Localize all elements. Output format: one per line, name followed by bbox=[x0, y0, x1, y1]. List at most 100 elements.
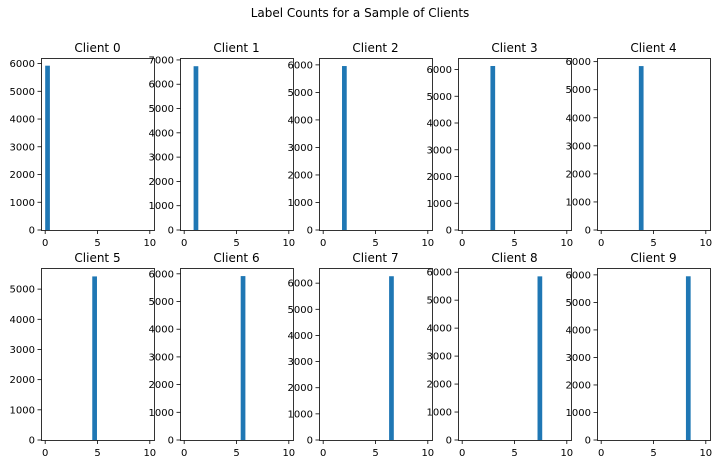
y-tick-label: 6000 bbox=[427, 268, 452, 279]
y-tick-label: 6000 bbox=[566, 57, 591, 68]
y-tick-label: 4000 bbox=[566, 325, 591, 336]
y-tick-label: 2000 bbox=[288, 170, 313, 181]
y-tick-label: 5000 bbox=[149, 297, 174, 308]
bar bbox=[45, 65, 50, 231]
y-tick-label: 7000 bbox=[149, 55, 174, 66]
subplot-client-1: Client 1 0 1000 2000 3000 4000 5000 6000 7000 0 5 1… bbox=[149, 41, 296, 249]
y-tick-label: 1000 bbox=[10, 198, 35, 209]
y-tick-label: 2000 bbox=[566, 169, 591, 180]
y-tick-label: 4000 bbox=[149, 325, 174, 336]
axes-frame bbox=[319, 268, 433, 441]
subplot-title: Client 5 bbox=[74, 251, 120, 265]
x-tick-label: 5 bbox=[511, 448, 517, 459]
axes-frame bbox=[597, 268, 711, 441]
x-tick-label: 10 bbox=[560, 448, 573, 459]
y-tick-label: 6000 bbox=[149, 80, 174, 91]
y-tick-label: 4000 bbox=[566, 113, 591, 124]
y-tick-label: 4000 bbox=[288, 115, 313, 126]
y-tick-label: 3000 bbox=[149, 153, 174, 164]
x-tick-label: 10 bbox=[699, 238, 712, 249]
y-tick-label: 0 bbox=[585, 226, 591, 237]
y-tick-label: 5000 bbox=[427, 296, 452, 307]
x-tick-label: 0 bbox=[42, 238, 48, 249]
y-tick-label: 1000 bbox=[427, 199, 452, 210]
x-tick-label: 0 bbox=[459, 238, 465, 249]
subplot-title: Client 3 bbox=[491, 41, 537, 55]
y-tick-label: 4000 bbox=[288, 331, 313, 342]
y-tick-label: 6000 bbox=[427, 65, 452, 76]
axes-frame bbox=[180, 58, 294, 231]
y-tick-label: 3000 bbox=[427, 145, 452, 156]
x-tick-label: 0 bbox=[598, 238, 604, 249]
axes-frame bbox=[458, 268, 572, 441]
y-tick-label: 4000 bbox=[149, 128, 174, 139]
x-tick-label: 5 bbox=[650, 238, 656, 249]
y-tick-label: 5000 bbox=[149, 104, 174, 115]
subplot-client-5: Client 5 0 1000 2000 3000 4000 5000 0 5 10 bbox=[10, 251, 157, 459]
y-tick-label: 2000 bbox=[149, 380, 174, 391]
y-tick-label: 0 bbox=[168, 226, 174, 237]
y-tick-label: 1000 bbox=[10, 405, 35, 416]
y-tick-label: 5000 bbox=[10, 87, 35, 98]
y-tick-label: 3000 bbox=[566, 141, 591, 152]
y-tick-label: 0 bbox=[29, 226, 35, 237]
y-tick-label: 3000 bbox=[288, 143, 313, 154]
y-tick-label: 0 bbox=[446, 226, 452, 237]
x-tick-label: 0 bbox=[320, 448, 326, 459]
axes-frame bbox=[458, 58, 572, 231]
subplot-client-2: Client 2 0 1000 2000 3000 4000 5000 6000 0 5 10 bbox=[288, 41, 435, 249]
bar bbox=[638, 66, 644, 231]
subplot-client-7: Client 7 0 1000 2000 3000 4000 5000 6000 0 5 10 bbox=[288, 251, 435, 459]
y-tick-label: 5000 bbox=[288, 88, 313, 99]
bar bbox=[389, 276, 394, 440]
y-tick-label: 0 bbox=[168, 436, 174, 447]
y-tick-label: 0 bbox=[29, 436, 35, 447]
y-tick-label: 3000 bbox=[149, 352, 174, 363]
x-tick-label: 10 bbox=[421, 448, 434, 459]
y-tick-label: 0 bbox=[307, 226, 313, 237]
subplot-title: Client 6 bbox=[213, 251, 259, 265]
y-tick-label: 3000 bbox=[288, 357, 313, 368]
subplot-title: Client 1 bbox=[213, 41, 259, 55]
subplot-client-8: Client 8 0 1000 2000 3000 4000 5000 6000 0 5 10 bbox=[427, 251, 574, 459]
y-tick-label: 2000 bbox=[288, 383, 313, 394]
axes-frame bbox=[180, 268, 294, 441]
x-tick-label: 5 bbox=[233, 448, 239, 459]
x-tick-label: 5 bbox=[233, 238, 239, 249]
y-tick-label: 5000 bbox=[566, 85, 591, 96]
x-tick-label: 10 bbox=[143, 238, 156, 249]
y-tick-label: 6000 bbox=[566, 270, 591, 281]
y-tick-label: 4000 bbox=[10, 315, 35, 326]
y-tick-label: 1000 bbox=[149, 408, 174, 419]
y-tick-label: 1000 bbox=[566, 197, 591, 208]
x-tick-label: 0 bbox=[320, 238, 326, 249]
subplot-title: Client 4 bbox=[630, 41, 676, 55]
x-tick-label: 10 bbox=[282, 238, 295, 249]
y-tick-label: 1000 bbox=[288, 198, 313, 209]
subplot-title: Client 9 bbox=[630, 251, 676, 265]
bar bbox=[490, 65, 496, 230]
y-tick-label: 2000 bbox=[10, 170, 35, 181]
subplot-title: Client 2 bbox=[352, 41, 398, 55]
y-tick-label: 0 bbox=[307, 436, 313, 447]
subplot-title: Client 0 bbox=[74, 41, 120, 55]
subplot-client-0: Client 0 0 1000 2000 3000 4000 5000 6000 0 5 10 bbox=[10, 41, 157, 249]
x-tick-label: 0 bbox=[42, 448, 48, 459]
y-tick-label: 6000 bbox=[288, 60, 313, 71]
y-tick-label: 1000 bbox=[427, 408, 452, 419]
y-tick-label: 2000 bbox=[149, 177, 174, 188]
y-tick-label: 3000 bbox=[566, 353, 591, 364]
y-tick-label: 2000 bbox=[427, 172, 452, 183]
y-tick-label: 0 bbox=[446, 436, 452, 447]
y-tick-label: 3000 bbox=[10, 142, 35, 153]
y-tick-label: 6000 bbox=[288, 279, 313, 290]
subplot-title: Client 7 bbox=[352, 251, 398, 265]
axes-frame bbox=[41, 58, 155, 231]
bar bbox=[193, 66, 199, 230]
x-tick-label: 0 bbox=[181, 448, 187, 459]
y-tick-label: 6000 bbox=[10, 59, 35, 70]
y-tick-label: 1000 bbox=[149, 201, 174, 212]
y-tick-label: 1000 bbox=[566, 408, 591, 419]
axes-frame bbox=[319, 58, 433, 231]
